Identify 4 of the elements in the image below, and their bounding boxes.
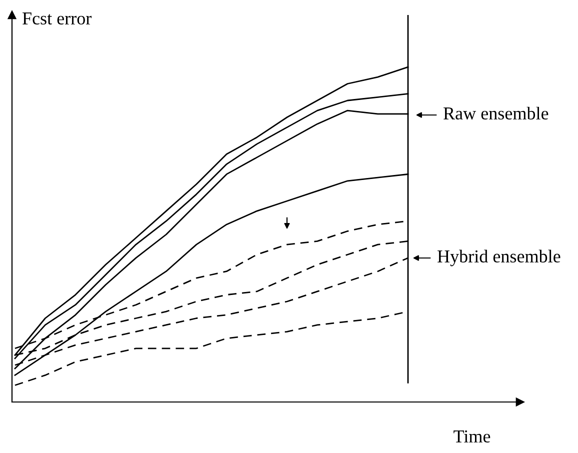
x-axis-title: Time xyxy=(454,430,490,443)
text: Raw ensemble xyxy=(444,106,548,120)
text: Hybrid ensemble xyxy=(438,250,560,266)
y-axis-title: Fcst error xyxy=(22,12,92,25)
